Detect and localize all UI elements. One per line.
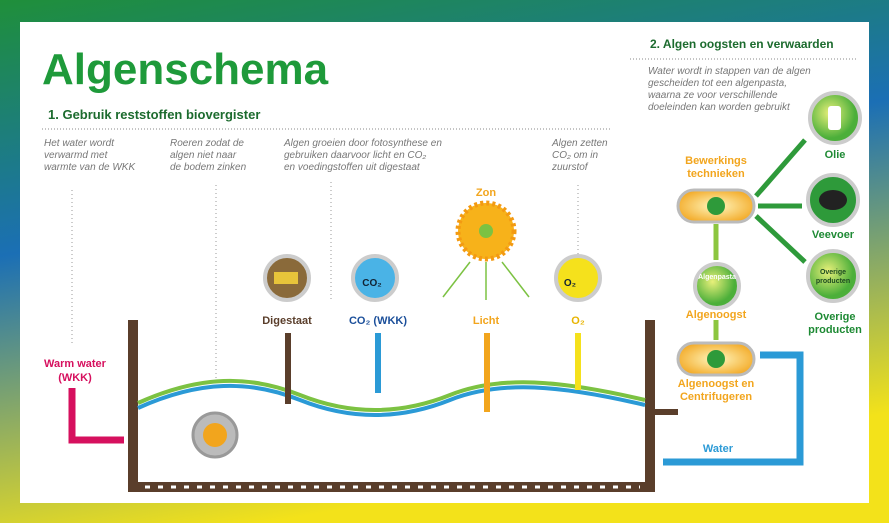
label: Centrifugeren (680, 391, 752, 403)
label: Algenoogst en (678, 378, 755, 390)
infographic: Algenschema 1. Gebruik reststoffen biove… (0, 0, 889, 523)
shape (479, 224, 493, 238)
shape (819, 190, 847, 210)
label: verwarmd met (44, 150, 109, 161)
label: de bodem zinken (170, 162, 247, 173)
label: Overige (815, 311, 856, 323)
label: Water (703, 443, 734, 455)
label: Bewerkings (685, 155, 747, 167)
shape (707, 197, 725, 215)
label: Warm water (44, 358, 107, 370)
label: doeleinden kan worden gebruikt (648, 102, 791, 113)
section-title: 1. Gebruik reststoffen biovergister (48, 107, 260, 122)
label: waarna ze voor verschillende (648, 90, 778, 101)
label: Zon (476, 187, 496, 199)
label: producten (816, 278, 850, 285)
page: Algenschema 1. Gebruik reststoffen biove… (0, 0, 889, 523)
label: algen niet naar (170, 150, 237, 161)
algenpasta (695, 264, 739, 308)
label: Algen groeien door fotosynthese en (283, 138, 442, 149)
label: Overige (820, 269, 846, 276)
label: Olie (825, 149, 846, 161)
label: Algenpasta (698, 274, 736, 281)
shape (556, 256, 600, 300)
label: Water wordt in stappen van de algen (648, 66, 811, 77)
label: O₂ (571, 315, 585, 327)
label: Roeren zodat de (170, 138, 244, 149)
label: O₂ (564, 278, 576, 289)
shape (274, 272, 298, 284)
label: zuurstof (551, 162, 589, 173)
label: Licht (473, 315, 500, 327)
label: (WKK) (58, 372, 92, 384)
label: Digestaat (262, 315, 312, 327)
label: Algenoogst (686, 309, 747, 321)
label: technieken (687, 168, 745, 180)
shape (707, 350, 725, 368)
label: warmte van de WKK (44, 162, 136, 173)
label: Algen zetten (551, 138, 608, 149)
label: gebruiken daarvoor licht en CO₂ (284, 150, 426, 161)
label: Het water wordt (44, 138, 115, 149)
title: Algenschema (42, 45, 329, 94)
section-title: 2. Algen oogsten en verwaarden (650, 37, 834, 51)
label: CO₂ (WKK) (349, 315, 407, 327)
label: CO₂ (362, 278, 381, 289)
label: producten (808, 324, 862, 336)
label: CO₂ om in (552, 150, 598, 161)
shape (203, 423, 227, 447)
label: en voedingstoffen uit digestaat (284, 162, 421, 173)
overige-icon (808, 251, 858, 301)
shape (828, 106, 841, 130)
label: Veevoer (812, 229, 855, 241)
label: gescheiden tot een algenpasta, (648, 78, 787, 89)
